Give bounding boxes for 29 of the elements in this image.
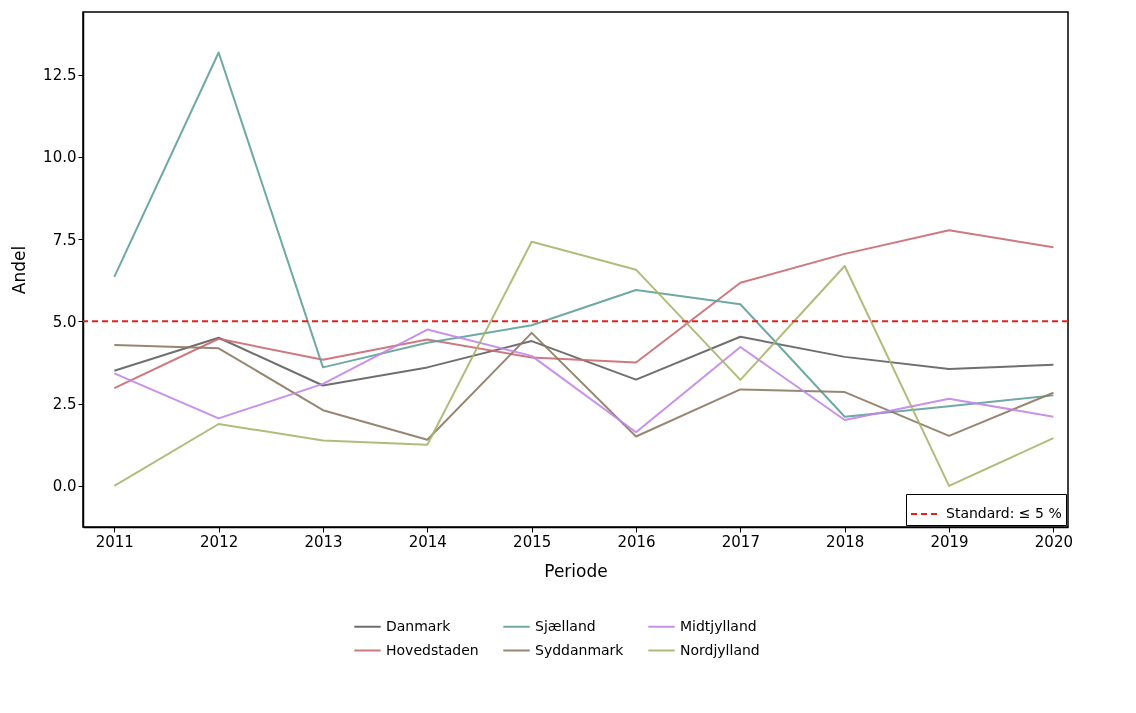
x-tick-label: 2013 xyxy=(304,532,343,551)
x-tick-label: 2014 xyxy=(408,532,447,551)
y-tick-label: 0.0 xyxy=(52,477,77,496)
x-axis-title: Periode xyxy=(544,560,608,581)
x-tick-label: 2018 xyxy=(826,532,865,551)
line-series xyxy=(113,229,1055,390)
line-series xyxy=(113,240,1055,487)
x-tick-label: 2020 xyxy=(1034,532,1073,551)
x-tick-label: 2016 xyxy=(617,532,656,551)
y-tick-label: 10.0 xyxy=(43,148,77,167)
legend-label: Standard: ≤ 5 % xyxy=(946,505,1062,521)
y-tick-label: 5.0 xyxy=(52,312,77,331)
legend-label: Danmark xyxy=(386,617,452,634)
line-series xyxy=(113,335,1055,387)
line-series xyxy=(113,51,1055,418)
legend-label: Sjælland xyxy=(535,617,596,634)
legend-label: Nordjylland xyxy=(680,641,760,658)
x-tick-label: 2017 xyxy=(721,532,760,551)
x-tick-label: 2015 xyxy=(513,532,552,551)
x-tick-label: 2012 xyxy=(200,532,239,551)
y-axis-title: Andel xyxy=(9,245,30,295)
x-tick-label: 2011 xyxy=(95,532,134,551)
legend-label: Midtjylland xyxy=(680,617,757,634)
y-tick-label: 2.5 xyxy=(52,395,77,414)
x-tick-label: 2019 xyxy=(930,532,969,551)
y-tick-label: 12.5 xyxy=(43,66,77,85)
legend-label: Syddanmark xyxy=(535,641,625,658)
legend-label: Hovedstaden xyxy=(386,641,479,658)
y-tick-label: 7.5 xyxy=(52,230,77,249)
